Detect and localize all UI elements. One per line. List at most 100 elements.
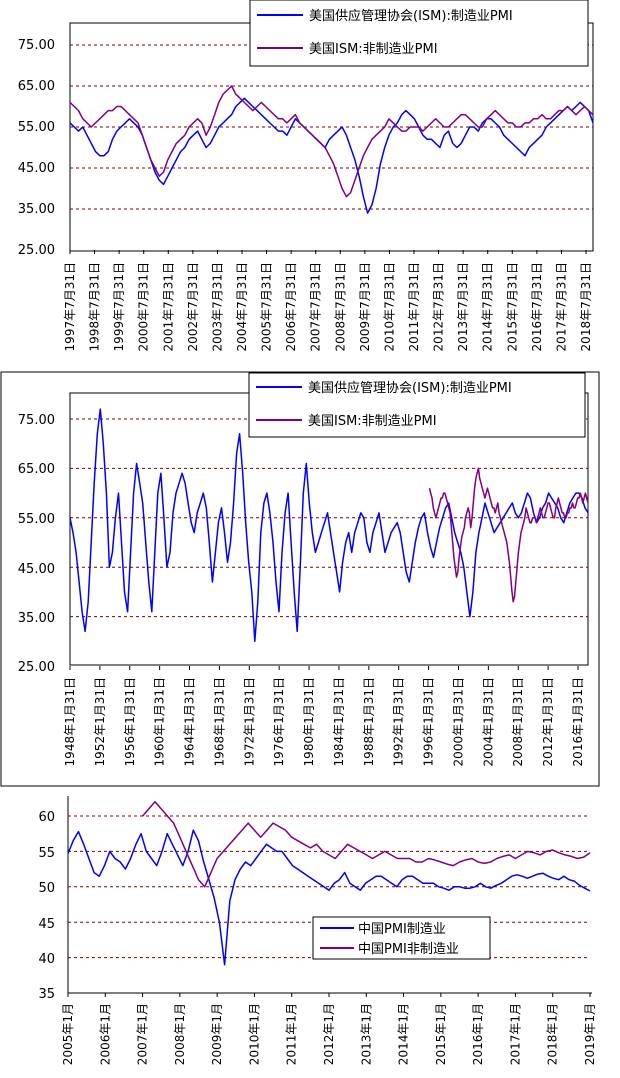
yticks-2: 75.00 65.00 55.00 45.00 35.00 25.00 bbox=[18, 413, 55, 675]
y-tick-label: 65.00 bbox=[18, 462, 55, 477]
series-line-manufacturing bbox=[67, 829, 591, 966]
x-tick-label: 1964年1月31日 bbox=[183, 677, 197, 766]
grid-1 bbox=[70, 44, 593, 210]
yticks-3: 60 55 50 45 40 35 bbox=[38, 810, 55, 1002]
x-tick-label: 2006年7月31日 bbox=[284, 262, 298, 351]
x-tick-label: 2012年1月 bbox=[322, 1003, 336, 1065]
legend-3: 中国PMI制造业 中国PMI非制造业 bbox=[312, 916, 491, 960]
chart-panel-1: 75.00 65.00 55.00 45.00 35.00 25.00 1997… bbox=[18, 0, 594, 351]
legend-2: 美国供应管理协会(ISM):制造业PMI 美国ISM:非制造业PMI bbox=[248, 372, 586, 438]
x-tick-label: 1952年1月31日 bbox=[93, 677, 107, 766]
y-tick-label: 35.00 bbox=[18, 202, 55, 217]
x-tick-label: 2008年1月31日 bbox=[511, 677, 525, 766]
legend-box bbox=[248, 372, 586, 438]
series-line-nonmanufacturing bbox=[142, 801, 591, 888]
panel-frame-2 bbox=[0, 371, 600, 787]
x-tick-label: 2005年1月 bbox=[61, 1003, 75, 1065]
x-tick-label: 2016年7月31日 bbox=[530, 262, 544, 351]
x-tick-label: 2000年1月31日 bbox=[451, 677, 465, 766]
legend-label-manufacturing: 中国PMI制造业 bbox=[358, 922, 446, 937]
legend-box bbox=[312, 916, 491, 960]
x-tick-label: 2015年1月 bbox=[434, 1003, 448, 1065]
legend-1: 美国供应管理协会(ISM):制造业PMI 美国ISM:非制造业PMI bbox=[249, 0, 589, 67]
x-tick-label: 2001年7月31日 bbox=[161, 262, 175, 351]
x-tick-label: 1992年1月31日 bbox=[392, 677, 406, 766]
x-tick-label: 2004年7月31日 bbox=[235, 262, 249, 351]
x-tick-label: 2016年1月 bbox=[471, 1003, 485, 1065]
x-tick-label: 2012年1月31日 bbox=[541, 677, 555, 766]
y-tick-label: 75.00 bbox=[18, 413, 55, 428]
x-tick-label: 2017年7月31日 bbox=[554, 262, 568, 351]
x-tick-label: 2013年7月31日 bbox=[456, 262, 470, 351]
x-tick-label: 1956年1月31日 bbox=[123, 677, 137, 766]
xticks-1: 1997年7月31日 1998年7月31日 1999年7月31日 2000年7月31日… bbox=[63, 250, 593, 351]
y-tick-label: 65.00 bbox=[18, 79, 55, 94]
x-tick-label: 2011年1月 bbox=[285, 1003, 299, 1065]
y-tick-label: 25.00 bbox=[18, 243, 55, 258]
x-tick-label: 2019年1月 bbox=[583, 1003, 597, 1065]
y-tick-label: 45.00 bbox=[18, 161, 55, 176]
y-tick-label: 25.00 bbox=[18, 660, 55, 675]
series-line-nonmanufacturing bbox=[428, 467, 589, 603]
x-tick-label: 1984年1月31日 bbox=[332, 677, 346, 766]
y-tick-label: 75.00 bbox=[18, 38, 55, 53]
x-tick-label: 1972年1月31日 bbox=[242, 677, 256, 766]
yticks-1: 75.00 65.00 55.00 45.00 35.00 25.00 bbox=[18, 38, 55, 258]
series-2 bbox=[69, 408, 589, 643]
series-1 bbox=[69, 85, 594, 214]
x-tick-label: 2003年7月31日 bbox=[210, 262, 224, 351]
x-tick-label: 2013年1月 bbox=[359, 1003, 373, 1065]
x-tick-label: 1968年1月31日 bbox=[212, 677, 226, 766]
x-tick-label: 1996年1月31日 bbox=[422, 677, 436, 766]
x-tick-label: 1988年1月31日 bbox=[362, 677, 376, 766]
x-tick-label: 2011年7月31日 bbox=[407, 262, 421, 351]
x-tick-label: 1997年7月31日 bbox=[63, 262, 77, 351]
x-tick-label: 2010年1月 bbox=[247, 1003, 261, 1065]
x-tick-label: 1960年1月31日 bbox=[153, 677, 167, 766]
legend-label-nonmanufacturing: 美国ISM:非制造业PMI bbox=[308, 414, 437, 429]
y-tick-label: 55 bbox=[38, 846, 55, 861]
x-tick-label: 2009年1月 bbox=[210, 1003, 224, 1065]
x-tick-label: 2004年1月31日 bbox=[481, 677, 495, 766]
xticks-3: 2005年1月 2006年1月 2007年1月 2008年1月 2009年1月 2010年… bbox=[61, 993, 597, 1065]
x-tick-label: 2014年1月 bbox=[397, 1003, 411, 1065]
y-tick-label: 45.00 bbox=[18, 562, 55, 577]
y-tick-label: 60 bbox=[38, 810, 55, 825]
x-tick-label: 2007年1月 bbox=[136, 1003, 150, 1065]
x-tick-label: 2017年1月 bbox=[508, 1003, 522, 1065]
x-tick-label: 1980年1月31日 bbox=[302, 677, 316, 766]
x-tick-label: 2005年7月31日 bbox=[260, 262, 274, 351]
x-tick-label: 2012年7月31日 bbox=[432, 262, 446, 351]
legend-label-nonmanufacturing: 美国ISM:非制造业PMI bbox=[309, 42, 438, 57]
x-tick-label: 2006年1月 bbox=[98, 1003, 112, 1065]
series-3 bbox=[67, 801, 591, 966]
x-tick-label: 2000年7月31日 bbox=[137, 262, 151, 351]
legend-label-manufacturing: 美国供应管理协会(ISM):制造业PMI bbox=[309, 8, 513, 24]
series-line-manufacturing bbox=[69, 97, 594, 214]
x-tick-label: 2015年7月31日 bbox=[505, 262, 519, 351]
x-tick-label: 1948年1月31日 bbox=[63, 677, 77, 766]
legend-label-nonmanufacturing: 中国PMI非制造业 bbox=[358, 942, 459, 957]
legend-label-manufacturing: 美国供应管理协会(ISM):制造业PMI bbox=[308, 380, 512, 396]
series-line-nonmanufacturing bbox=[69, 85, 594, 198]
y-tick-label: 40 bbox=[38, 952, 55, 967]
x-tick-label: 2008年7月31日 bbox=[333, 262, 347, 351]
y-tick-label: 50 bbox=[38, 881, 55, 896]
x-tick-label: 2014年7月31日 bbox=[481, 262, 495, 351]
y-tick-label: 55.00 bbox=[18, 512, 55, 527]
series-line-manufacturing bbox=[69, 408, 589, 643]
x-tick-label: 2016年1月31日 bbox=[571, 677, 585, 766]
y-tick-label: 35 bbox=[38, 987, 55, 1002]
x-tick-label: 2002年7月31日 bbox=[186, 262, 200, 351]
x-tick-label: 2010年7月31日 bbox=[382, 262, 396, 351]
x-tick-label: 2009年7月31日 bbox=[358, 262, 372, 351]
xticks-2: 1948年1月31日 1952年1月31日 1956年1月31日 1960年1月31日… bbox=[63, 666, 585, 766]
x-tick-label: 2008年1月 bbox=[173, 1003, 187, 1065]
legend-box bbox=[249, 0, 589, 67]
x-tick-label: 2018年7月31日 bbox=[579, 262, 593, 351]
y-tick-label: 45 bbox=[38, 917, 55, 932]
x-tick-label: 1976年1月31日 bbox=[272, 677, 286, 766]
x-tick-label: 2007年7月31日 bbox=[309, 262, 323, 351]
chart-panel-2: 75.00 65.00 55.00 45.00 35.00 25.00 1948… bbox=[0, 371, 600, 787]
